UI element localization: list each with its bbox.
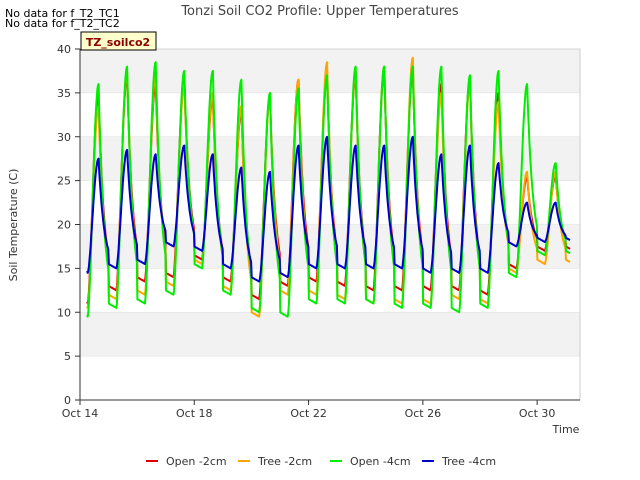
x-tick-label: Oct 14: [62, 407, 99, 420]
y-tick-label: 15: [57, 262, 71, 275]
y-axis-label: Soil Temperature (C): [7, 169, 20, 282]
legend-entry: Open -4cm: [350, 455, 411, 468]
y-tick-label: 10: [57, 306, 71, 319]
y-tick-label: 25: [57, 175, 71, 188]
chart-title: Tonzi Soil CO2 Profile: Upper Temperatur…: [180, 4, 459, 19]
y-tick-label: 5: [64, 350, 71, 363]
no-data-note-2: No data for f_T2_TC2: [5, 17, 120, 30]
x-tick-label: Oct 22: [290, 407, 327, 420]
background-band: [80, 224, 580, 269]
legend-entry: Tree -2cm: [257, 455, 312, 468]
no-data-note-1: No data for f_T2_TC1: [5, 7, 120, 20]
y-tick-label: 40: [57, 43, 71, 56]
y-tick-label: 0: [64, 394, 71, 407]
legend-entry: Open -2cm: [166, 455, 227, 468]
background-band: [80, 312, 580, 357]
y-tick-label: 35: [57, 87, 71, 100]
x-tick-label: Oct 18: [176, 407, 213, 420]
x-axis-label: Time: [552, 423, 580, 436]
x-tick-label: Oct 30: [519, 407, 556, 420]
legend: Open -2cm Tree -2cm Open -4cm Tree -4cm: [146, 455, 496, 468]
x-tick-label: Oct 26: [405, 407, 442, 420]
y-tick-label: 30: [57, 131, 71, 144]
legend-entry: Tree -4cm: [441, 455, 496, 468]
site-label-box: TZ_soilco2: [80, 31, 157, 51]
series-line: [86, 61, 571, 318]
y-tick-label: 20: [57, 219, 71, 232]
series-line: [86, 135, 571, 283]
site-label: TZ_soilco2: [86, 36, 150, 49]
